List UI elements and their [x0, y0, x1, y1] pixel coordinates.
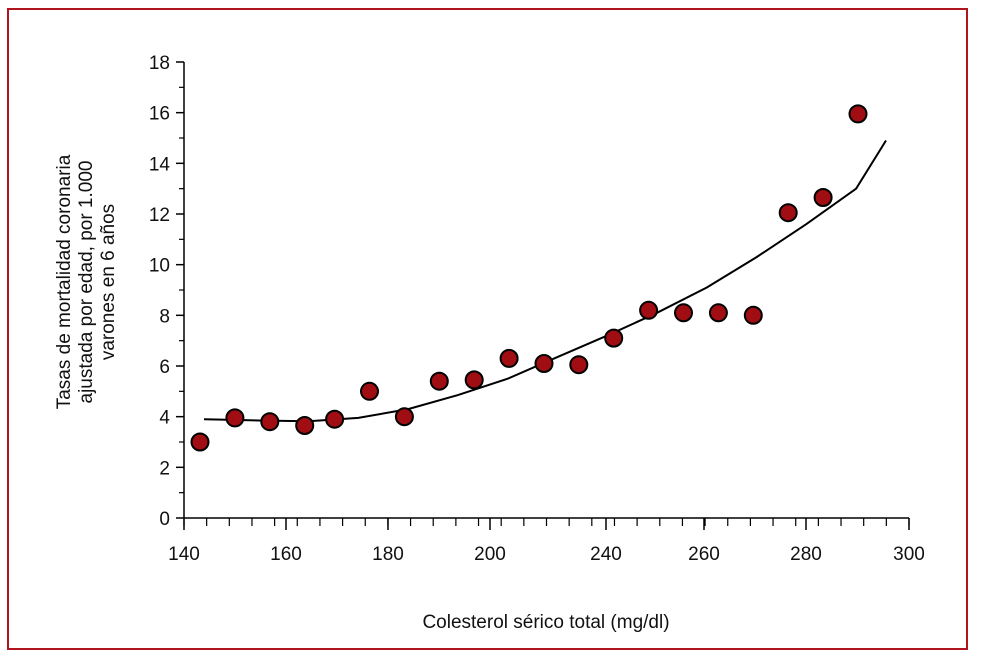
data-point: [604, 328, 624, 348]
y-tick-label: 16: [149, 104, 170, 125]
y-tick-label: 4: [159, 408, 170, 429]
y-tick-label: 0: [159, 509, 170, 530]
y-tick-label: 14: [149, 154, 171, 175]
x-tick-label: 300: [893, 544, 925, 565]
data-point: [848, 104, 868, 124]
x-tick-label: 200: [474, 544, 506, 565]
data-point: [778, 203, 798, 223]
y-tick-label: 12: [149, 205, 170, 226]
y-axis-label-line-1: Tasas de mortalidad coronaria: [54, 154, 75, 409]
y-axis-label-line-3: varones en 6 años: [98, 204, 119, 360]
y-tick-label: 2: [159, 458, 170, 479]
x-tick-label: 180: [372, 544, 404, 565]
data-point: [499, 348, 519, 368]
data-point: [394, 407, 414, 427]
data-points: [190, 104, 868, 452]
data-point: [360, 381, 379, 401]
data-point: [813, 188, 833, 207]
axes: [183, 62, 909, 519]
trend-curve: [203, 139, 887, 423]
x-tick-label: 140: [168, 544, 200, 565]
x-tick-label: 260: [688, 544, 720, 565]
x-tick-label: 240: [590, 544, 622, 565]
axis-ticks: 0 2 4 6 8 10 12 14 16 18 140 160 180 200 240 260 280 300: [149, 53, 925, 565]
data-point: [743, 305, 763, 325]
data-point: [464, 370, 484, 390]
x-tick-label: 160: [270, 544, 302, 565]
y-tick-label: 8: [159, 306, 170, 327]
data-point: [260, 412, 280, 432]
data-point: [534, 354, 554, 373]
data-point: [295, 416, 315, 435]
data-point: [429, 371, 449, 391]
x-tick-label: 280: [790, 544, 822, 565]
data-point: [325, 409, 345, 429]
data-point: [639, 300, 659, 320]
data-point: [674, 303, 693, 323]
y-axis-label-line-2: ajustada por edad, por 1.000: [76, 161, 97, 404]
y-axis-label: Tasas de mortalidad coronaria ajustada p…: [54, 154, 119, 409]
data-point: [708, 303, 728, 323]
chart-frame: [7, 8, 968, 650]
y-tick-label: 10: [149, 256, 170, 277]
y-tick-label: 6: [159, 357, 170, 378]
x-axis-label: Colesterol sérico total (mg/dl): [422, 612, 669, 633]
data-point: [569, 355, 589, 375]
y-tick-label: 18: [149, 53, 170, 74]
data-point: [190, 432, 210, 452]
data-point: [225, 408, 245, 428]
